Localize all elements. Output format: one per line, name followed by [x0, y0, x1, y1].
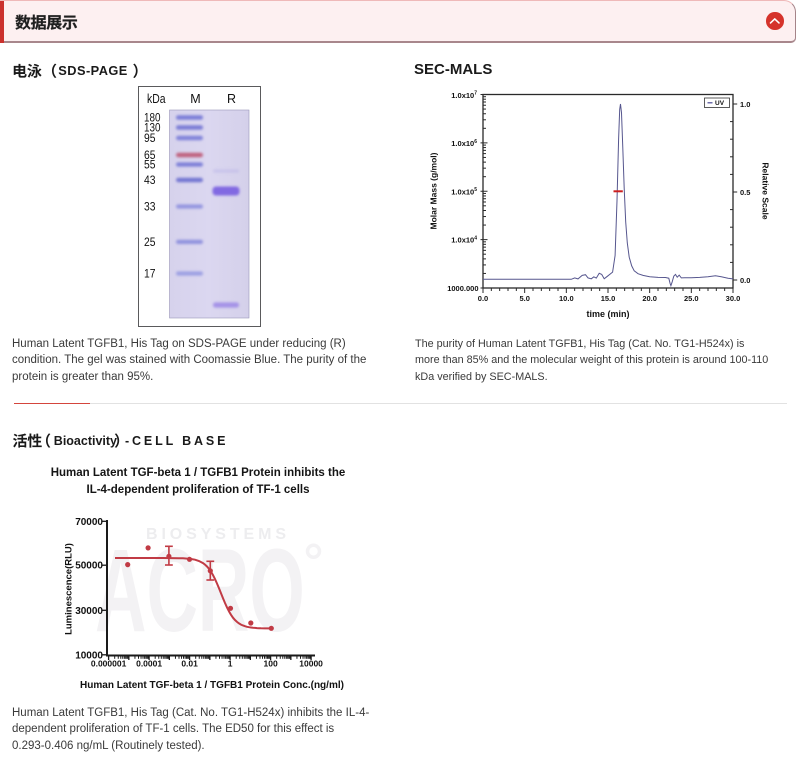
- svg-text:30000: 30000: [75, 606, 103, 617]
- svg-text:Luminescence(RLU): Luminescence(RLU): [64, 543, 75, 635]
- svg-text:1000.000: 1000.000: [447, 284, 478, 293]
- svg-text:R: R: [227, 92, 236, 106]
- svg-text:25: 25: [144, 237, 156, 249]
- svg-text:25.0: 25.0: [684, 294, 699, 303]
- svg-text:65: 65: [144, 150, 156, 162]
- svg-text:kDa: kDa: [147, 92, 166, 106]
- svg-text:1.0: 1.0: [740, 100, 750, 109]
- svg-text:1.0x107: 1.0x107: [451, 91, 477, 100]
- svg-text:20.0: 20.0: [642, 294, 657, 303]
- svg-text:1: 1: [228, 659, 233, 669]
- svg-text:1.0x106: 1.0x106: [451, 139, 477, 148]
- svg-text:15.0: 15.0: [601, 294, 616, 303]
- svg-text:1.0x105: 1.0x105: [451, 187, 477, 196]
- svg-text:0.5: 0.5: [740, 188, 750, 197]
- svg-text:43: 43: [144, 175, 156, 187]
- svg-text:30.0: 30.0: [726, 294, 741, 303]
- svg-text:130: 130: [144, 123, 161, 135]
- svg-text:Relative Scale: Relative Scale: [761, 162, 771, 219]
- svg-text:0.0: 0.0: [478, 294, 488, 303]
- svg-text:70000: 70000: [75, 517, 103, 528]
- svg-text:Molar Mass (g/mol): Molar Mass (g/mol): [429, 152, 439, 229]
- svg-text:50000: 50000: [75, 561, 103, 572]
- svg-text:180: 180: [144, 113, 161, 125]
- svg-text:M: M: [190, 92, 200, 106]
- svg-text:17: 17: [144, 269, 156, 281]
- svg-text:-CELL BASE: -CELL BASE: [125, 434, 228, 448]
- svg-text:95: 95: [144, 133, 156, 145]
- svg-text:time (min): time (min): [586, 309, 629, 319]
- svg-text:0.0: 0.0: [740, 276, 750, 285]
- svg-text:33: 33: [144, 202, 156, 214]
- svg-text:1.0x104: 1.0x104: [451, 235, 477, 244]
- svg-text:0.01: 0.01: [181, 659, 198, 669]
- svg-text:100: 100: [264, 659, 278, 669]
- svg-text:Bioactivity: Bioactivity: [54, 434, 117, 448]
- svg-text:10.0: 10.0: [559, 294, 574, 303]
- svg-text:5.0: 5.0: [519, 294, 529, 303]
- svg-text:ACRO: ACRO: [95, 524, 305, 656]
- svg-text:10000: 10000: [299, 659, 323, 669]
- svg-text:0.000001: 0.000001: [91, 659, 127, 669]
- svg-text:Human Latent TGF-beta 1 / TGFB: Human Latent TGF-beta 1 / TGFB1 Protein …: [80, 680, 344, 691]
- svg-text:BIOSYSTEMS: BIOSYSTEMS: [146, 526, 286, 543]
- svg-text:10000: 10000: [75, 650, 103, 661]
- svg-text:0.0001: 0.0001: [136, 659, 162, 669]
- svg-text:55: 55: [144, 160, 156, 172]
- svg-text:SDS-PAGE: SDS-PAGE: [58, 63, 128, 78]
- svg-text:UV: UV: [715, 100, 725, 107]
